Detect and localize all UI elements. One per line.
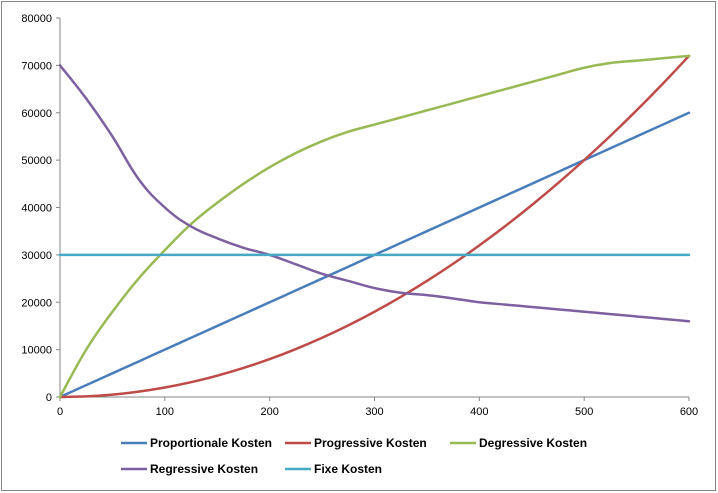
axes: 0 10000 20000 30000 40000 50000 60000 70000 8000… xyxy=(21,13,698,418)
y-tick-label: 30000 xyxy=(21,250,52,262)
legend-label: Regressive Kosten xyxy=(150,462,258,476)
x-tick-label: 0 xyxy=(57,406,63,418)
legend-label: Degressive Kosten xyxy=(479,436,587,450)
legend-item-proportionale-kosten: Proportionale Kosten xyxy=(121,436,272,450)
series-line-regressive-kosten xyxy=(58,64,691,323)
legend-label: Progressive Kosten xyxy=(314,436,427,450)
y-tick-label: 20000 xyxy=(21,297,52,309)
y-tick-label: 80000 xyxy=(21,13,52,25)
legend-item-degressive-kosten: Degressive Kosten xyxy=(450,436,587,450)
x-tick-label: 500 xyxy=(575,406,593,418)
y-tick-label: 70000 xyxy=(21,60,52,72)
x-tick-label: 300 xyxy=(365,406,383,418)
y-tick-label: 50000 xyxy=(21,155,52,167)
series-line-degressive-kosten xyxy=(58,54,691,399)
legend: Proportionale Kosten Progressive Kosten De… xyxy=(121,436,587,476)
y-tick-label: 40000 xyxy=(21,203,52,215)
y-tick-label: 60000 xyxy=(21,108,52,120)
x-tick-label: 100 xyxy=(156,406,174,418)
y-tick-label: 0 xyxy=(46,392,52,404)
legend-label: Proportionale Kosten xyxy=(150,436,272,450)
x-tick-label: 600 xyxy=(680,406,698,418)
legend-item-fixe-kosten: Fixe Kosten xyxy=(285,462,382,476)
series-line-progressive-kosten xyxy=(58,54,691,399)
series-layer xyxy=(58,54,691,399)
legend-label: Fixe Kosten xyxy=(314,462,382,476)
x-tick-label: 400 xyxy=(470,406,488,418)
y-tick-label: 10000 xyxy=(21,345,52,357)
legend-item-regressive-kosten: Regressive Kosten xyxy=(121,462,258,476)
legend-item-progressive-kosten: Progressive Kosten xyxy=(285,436,427,450)
x-tick-label: 200 xyxy=(260,406,278,418)
